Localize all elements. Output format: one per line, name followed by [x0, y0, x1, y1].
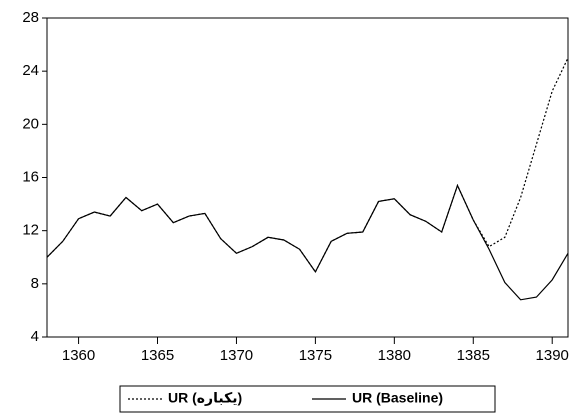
y-tick-label: 28	[22, 9, 39, 26]
series-line	[46, 57, 569, 274]
x-tick-label: 1360	[62, 347, 95, 364]
x-tick-label: 1365	[141, 347, 174, 364]
legend-label: UR (یکباره)	[168, 390, 242, 406]
plot-frame	[46, 17, 569, 338]
y-tick-label: 4	[31, 328, 39, 345]
y-tick-label: 24	[22, 62, 39, 79]
y-tick-label: 20	[22, 115, 39, 132]
y-tick-label: 8	[31, 275, 39, 292]
y-tick-label: 16	[22, 168, 39, 185]
x-tick-label: 1385	[457, 347, 490, 364]
x-tick-label: 1380	[378, 347, 411, 364]
y-tick-label: 12	[22, 222, 39, 239]
legend-label: UR (Baseline)	[352, 390, 443, 406]
series-line	[46, 183, 569, 301]
x-tick-label: 1370	[220, 347, 253, 364]
legend-box	[119, 385, 496, 413]
x-tick-label: 1375	[299, 347, 332, 364]
x-tick-label: 1390	[536, 347, 569, 364]
